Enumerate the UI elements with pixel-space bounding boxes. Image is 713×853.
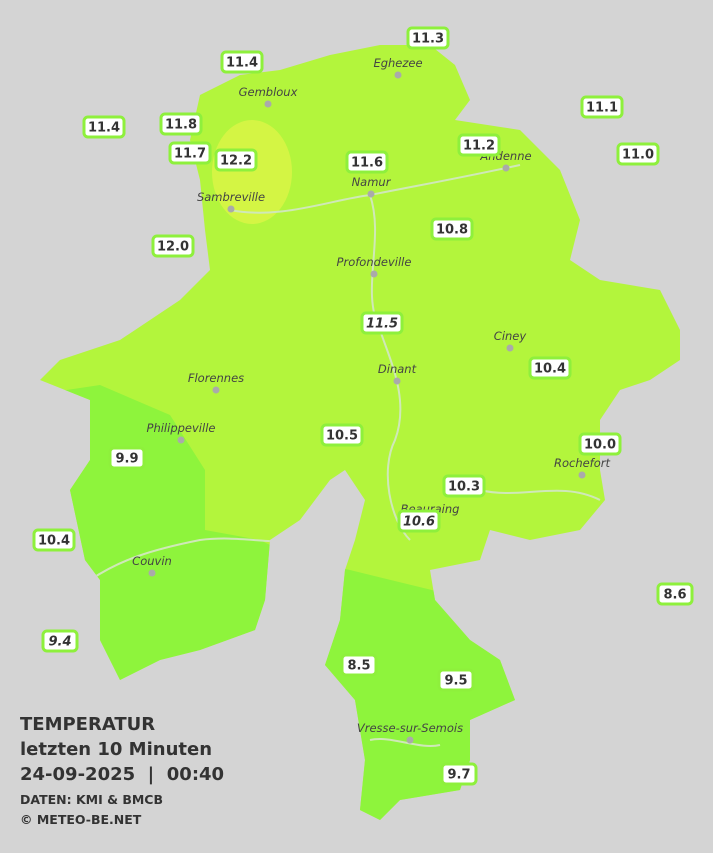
city-dot	[264, 100, 272, 108]
station-box	[437, 668, 475, 692]
station-box	[108, 446, 146, 470]
station-box	[41, 629, 79, 653]
station-box	[168, 141, 212, 165]
station-box	[397, 509, 441, 533]
station-box	[360, 311, 404, 335]
city-dot	[370, 270, 378, 278]
station-value: 9.9	[115, 452, 138, 467]
station-value: 10.0	[584, 438, 616, 453]
river	[369, 194, 411, 541]
city-label: Couvin	[132, 554, 172, 568]
station-box	[616, 142, 660, 166]
station-box	[442, 474, 486, 498]
station-value: 12.2	[220, 154, 252, 169]
station-box	[82, 115, 126, 139]
station-value: 11.5	[366, 317, 398, 332]
station-box	[440, 762, 478, 786]
station-box	[528, 356, 572, 380]
station-box	[340, 653, 378, 677]
station-value: 11.7	[174, 147, 206, 162]
station-value: 11.1	[586, 101, 618, 116]
timestamp: 24-09-2025 | 00:40	[20, 764, 224, 785]
city-label: Namur	[352, 175, 392, 189]
city-label: Dinant	[378, 362, 417, 376]
station-value: 11.2	[463, 139, 495, 154]
station-box	[214, 148, 258, 172]
station-value: 11.4	[88, 121, 120, 136]
station-value: 10.6	[403, 515, 435, 530]
city-label: Eghezee	[373, 56, 422, 70]
station-value: 9.5	[444, 674, 467, 689]
station-value: 8.6	[663, 588, 686, 603]
city-dot	[393, 377, 401, 385]
station-box	[345, 150, 389, 174]
city-label: Sambreville	[197, 190, 265, 204]
city-dot	[578, 471, 586, 479]
source: DATEN: KMI & BMCB	[20, 792, 163, 807]
subtitle: letzten 10 Minuten	[20, 739, 212, 760]
city-dot	[502, 164, 510, 172]
station-value: 10.4	[534, 362, 566, 377]
station-value: 8.5	[347, 659, 370, 674]
title: TEMPERATUR	[20, 714, 155, 735]
city-label: Ciney	[494, 329, 527, 343]
station-value: 11.8	[165, 118, 197, 133]
station-value: 9.7	[447, 768, 470, 783]
station-value: 10.8	[436, 223, 468, 238]
city-dot	[367, 190, 375, 198]
city-label: Philippeville	[147, 421, 216, 435]
station-value: 10.5	[326, 429, 358, 444]
city-dot	[227, 205, 235, 213]
station-value: 10.4	[38, 534, 70, 549]
station-box	[32, 528, 76, 552]
station-box	[578, 432, 622, 456]
city-dot	[177, 436, 185, 444]
station-value: 11.3	[412, 32, 444, 47]
copyright: © METEO-BE.NET	[20, 812, 142, 827]
station-box	[320, 423, 364, 447]
river	[369, 489, 601, 747]
city-label: Rochefort	[554, 456, 611, 470]
station-value: 10.3	[448, 480, 480, 495]
station-box	[430, 217, 474, 241]
city-label: Gembloux	[239, 85, 298, 99]
station-box	[406, 26, 450, 50]
zone-warmest	[212, 120, 292, 224]
city-dot	[506, 344, 514, 352]
city-label: Profondeville	[337, 255, 412, 269]
station-box	[220, 50, 264, 74]
city-label: Florennes	[188, 371, 244, 385]
station-box	[457, 133, 501, 157]
station-value: 11.4	[226, 56, 258, 71]
station-box	[580, 95, 624, 119]
station-box	[159, 112, 203, 136]
station-value: 12.0	[157, 240, 189, 255]
city-dot	[148, 569, 156, 577]
station-value: 11.6	[351, 156, 383, 171]
station-box	[151, 234, 195, 258]
station-box	[656, 582, 694, 606]
city-dot	[212, 386, 220, 394]
station-value: 11.0	[622, 148, 654, 163]
city-dot	[394, 71, 402, 79]
city-dot	[406, 736, 414, 744]
station-value: 9.4	[48, 635, 71, 650]
city-label: Vresse-sur-Semois	[357, 721, 463, 735]
